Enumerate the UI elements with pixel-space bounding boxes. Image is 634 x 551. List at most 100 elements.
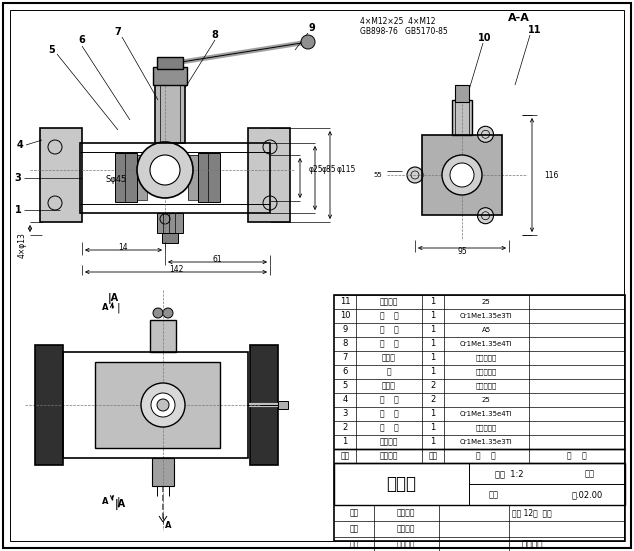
Text: 比例  1:2: 比例 1:2 — [495, 469, 523, 478]
Text: 材    料: 材 料 — [476, 451, 496, 461]
Bar — [248, 128, 290, 222]
Bar — [40, 128, 82, 222]
Text: A: A — [165, 521, 171, 531]
Text: 1: 1 — [15, 205, 22, 215]
Bar — [198, 153, 220, 202]
Text: 25: 25 — [482, 299, 490, 305]
Text: A: A — [101, 304, 108, 312]
Text: 阀    体: 阀 体 — [380, 339, 398, 348]
Text: 〈日期〉: 〈日期〉 — [397, 525, 415, 533]
Circle shape — [137, 142, 193, 198]
Text: 5: 5 — [49, 45, 55, 55]
Bar — [198, 153, 220, 202]
Text: 11: 11 — [528, 25, 541, 35]
Text: 2: 2 — [430, 396, 436, 404]
Bar — [162, 233, 178, 243]
Bar — [95, 362, 220, 448]
Text: 4×M12×25  4×M12: 4×M12×25 4×M12 — [360, 18, 436, 26]
Text: （校名）: （校名） — [521, 541, 543, 549]
Bar — [334, 295, 625, 541]
Text: 聚四氟乙烯: 聚四氟乙烯 — [476, 355, 496, 361]
Text: 〈日期〉: 〈日期〉 — [397, 541, 415, 549]
Bar — [248, 128, 290, 222]
Text: 3: 3 — [15, 173, 22, 183]
Text: 116: 116 — [544, 170, 559, 180]
Circle shape — [150, 155, 180, 185]
Circle shape — [163, 308, 173, 318]
Text: 1: 1 — [430, 354, 436, 363]
Text: 〈手号〉: 〈手号〉 — [397, 509, 415, 517]
Text: 数量: 数量 — [349, 509, 359, 517]
Text: 1: 1 — [430, 298, 436, 306]
Text: 1: 1 — [430, 368, 436, 376]
Text: 1: 1 — [430, 326, 436, 334]
Text: 4×φ13: 4×φ13 — [18, 232, 27, 258]
Bar — [452, 100, 472, 135]
Text: 数量: 数量 — [429, 451, 437, 461]
Text: 9: 9 — [342, 326, 347, 334]
Bar — [152, 458, 174, 486]
Text: 垫    片: 垫 片 — [380, 424, 398, 433]
Text: 7: 7 — [115, 27, 121, 37]
Text: Cr1Me1.35e3Ti: Cr1Me1.35e3Ti — [460, 439, 512, 445]
Bar — [422, 135, 502, 215]
Text: 图号: 图号 — [585, 469, 595, 478]
Text: 55: 55 — [373, 172, 382, 178]
Text: 1: 1 — [430, 424, 436, 433]
Text: A-A: A-A — [508, 13, 530, 23]
Text: 9: 9 — [309, 23, 315, 33]
Bar — [152, 458, 174, 486]
Text: 95: 95 — [457, 247, 467, 257]
Text: |: | — [116, 497, 120, 507]
Circle shape — [141, 383, 185, 427]
Bar — [157, 57, 183, 69]
Bar — [188, 155, 198, 200]
Bar — [137, 155, 147, 200]
Text: 61: 61 — [212, 255, 223, 263]
Bar — [115, 153, 137, 202]
Text: Cr1Me1.35e4Ti: Cr1Me1.35e4Ti — [460, 341, 512, 347]
Text: Sφ45: Sφ45 — [106, 176, 127, 185]
Text: φ25: φ25 — [309, 165, 323, 175]
Text: 1: 1 — [430, 339, 436, 348]
Text: 材料: 材料 — [489, 490, 499, 500]
Text: 制图: 制图 — [349, 525, 359, 533]
Text: 10: 10 — [340, 311, 350, 321]
Bar — [35, 345, 63, 465]
Bar — [155, 85, 185, 143]
Circle shape — [450, 163, 474, 187]
Text: A5: A5 — [481, 327, 491, 333]
Text: 8: 8 — [342, 339, 347, 348]
Text: 球    心: 球 心 — [380, 409, 398, 419]
Circle shape — [402, 115, 522, 235]
Circle shape — [301, 35, 315, 49]
Circle shape — [477, 208, 493, 224]
Text: 1: 1 — [342, 437, 347, 446]
Text: 螺纹压环: 螺纹压环 — [380, 298, 398, 306]
Bar — [157, 213, 183, 233]
Text: 25: 25 — [482, 397, 490, 403]
Text: 法    兰: 法 兰 — [380, 396, 398, 404]
Bar — [250, 345, 278, 465]
Text: 6: 6 — [79, 35, 86, 45]
Bar — [40, 128, 82, 222]
Text: 班.02.00: 班.02.00 — [571, 490, 603, 500]
Text: 备    注: 备 注 — [567, 451, 587, 461]
Circle shape — [157, 399, 169, 411]
Bar — [162, 233, 178, 243]
Bar — [95, 362, 220, 448]
Text: 2: 2 — [430, 381, 436, 391]
Bar — [334, 463, 625, 505]
Bar — [157, 57, 183, 69]
Bar — [155, 85, 185, 143]
Text: 4: 4 — [16, 140, 23, 150]
Text: 聚四氟乙烯: 聚四氟乙烯 — [476, 369, 496, 375]
Text: A: A — [101, 498, 108, 506]
Text: 1: 1 — [430, 437, 436, 446]
Text: 142: 142 — [169, 264, 183, 273]
Text: 1: 1 — [430, 409, 436, 419]
Text: 14: 14 — [119, 242, 128, 251]
Circle shape — [153, 308, 163, 318]
Text: 4: 4 — [342, 396, 347, 404]
Text: 密封圈: 密封圈 — [382, 354, 396, 363]
